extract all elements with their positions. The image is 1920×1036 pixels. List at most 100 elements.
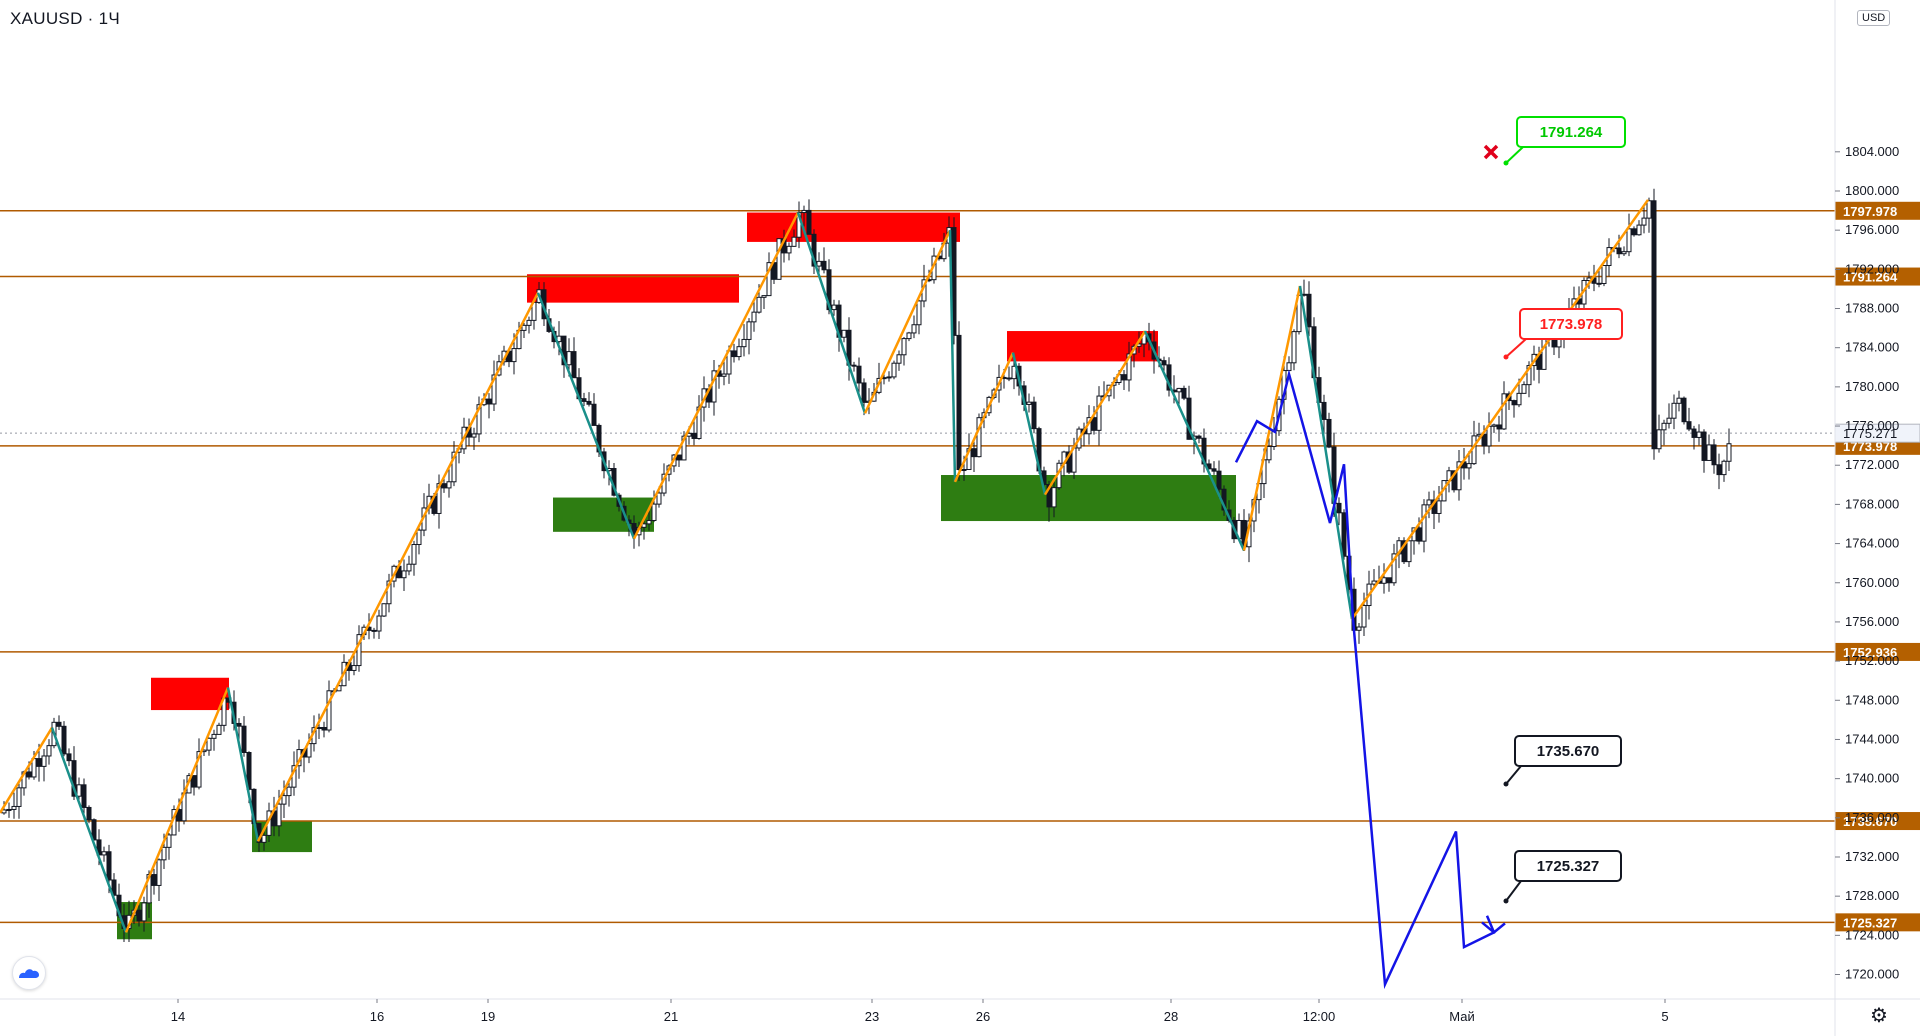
candle-body [156, 859, 162, 886]
candle-body [826, 269, 832, 311]
candle-body [1026, 401, 1032, 405]
annotation-box [1514, 735, 1622, 767]
candle-body [1691, 428, 1697, 438]
candle-body [401, 570, 407, 579]
candle-body [751, 311, 757, 323]
candle-body [76, 784, 82, 797]
candle-body [316, 726, 322, 729]
level-price-tag [1835, 913, 1920, 932]
swing-up-line [1350, 199, 1650, 620]
candle-body [11, 805, 17, 810]
candle-body [586, 400, 592, 405]
candle-body [1696, 431, 1702, 438]
supply-zone [151, 677, 229, 711]
candle-body [1666, 417, 1672, 424]
candle-body [1266, 446, 1272, 461]
candles [1, 188, 1732, 943]
candle-body [561, 335, 567, 366]
annotation-label: 1791.264 [1540, 124, 1603, 141]
settings-gear-icon[interactable]: ⚙ [1870, 1005, 1888, 1027]
level-price-tag [1835, 642, 1920, 661]
demand-zone [553, 497, 654, 532]
candle-body [1436, 500, 1442, 514]
price-tick-label: 1748.000 [1845, 692, 1899, 707]
candle-body [1426, 499, 1432, 506]
candle-body [276, 803, 282, 827]
candle-body [976, 417, 982, 458]
candle-body [1046, 483, 1052, 508]
candle-body [1626, 228, 1632, 253]
candle-body [1211, 468, 1217, 472]
candle-body [1601, 265, 1607, 285]
candle-body [1126, 353, 1132, 381]
candle-body [1006, 377, 1012, 380]
level-price-label: 1797.978 [1843, 204, 1897, 219]
annotation-label: 1725.327 [1537, 858, 1600, 875]
price-tick-label: 1800.000 [1845, 183, 1899, 198]
price-tick-label: 1720.000 [1845, 967, 1899, 982]
candle-body [486, 398, 492, 405]
symbol-label[interactable]: XAUUSD · 1Ч [10, 9, 121, 28]
candle-body [731, 350, 737, 358]
price-tick-label: 1728.000 [1845, 888, 1899, 903]
candle-body [1291, 331, 1297, 364]
candle-body [581, 398, 587, 402]
time-tick-label: Май [1449, 1009, 1474, 1024]
candle-body [1186, 397, 1192, 440]
candle-body [1631, 228, 1637, 236]
candle-body [1386, 577, 1392, 584]
candle-body [1596, 282, 1602, 285]
price-tick-label: 1752.000 [1845, 653, 1899, 668]
candle-body [91, 819, 97, 841]
candle-body [56, 721, 62, 727]
candle-body [1176, 387, 1182, 393]
candle-body [26, 771, 32, 778]
candle-body [891, 362, 897, 378]
time-tick-label: 14 [171, 1009, 185, 1024]
candle-body [211, 733, 217, 739]
candle-body [591, 403, 597, 426]
candle-body [1681, 397, 1687, 423]
candle-body [651, 503, 657, 521]
candle-body [241, 725, 247, 754]
candle-body [381, 603, 387, 617]
candle-body [1361, 605, 1367, 628]
projection-line [1234, 369, 1496, 990]
candle-body [1451, 470, 1457, 491]
swing-down-line [948, 230, 957, 482]
price-tick-label: 1732.000 [1845, 849, 1899, 864]
candle-body [1686, 421, 1692, 430]
demand-zone [941, 475, 1236, 522]
swing-up-line [1043, 330, 1147, 496]
candle-body [1401, 540, 1407, 563]
swing-down-line [536, 292, 636, 540]
candle-body [216, 724, 222, 735]
candle-body [1321, 401, 1327, 420]
candle-body [801, 209, 807, 214]
candle-body [681, 435, 687, 461]
supply-zone [527, 274, 739, 303]
candle-body [386, 580, 392, 605]
candle-body [641, 523, 647, 528]
level-price-label: 1735.670 [1843, 814, 1897, 829]
candle-body [1466, 463, 1472, 469]
candle-body [791, 236, 797, 247]
candle-body [286, 786, 292, 797]
candle-body [471, 433, 477, 438]
time-tick-label: 23 [865, 1009, 879, 1024]
candle-body [111, 879, 117, 896]
candle-body [236, 722, 242, 727]
currency-badge[interactable]: USD [1857, 10, 1891, 26]
candle-body [6, 808, 12, 811]
candle-body [281, 795, 287, 805]
logo-icon[interactable] [12, 956, 46, 990]
candle-body [1701, 431, 1707, 461]
candle-body [831, 304, 837, 311]
candle-body [1481, 433, 1487, 447]
price-tick-label: 1760.000 [1845, 575, 1899, 590]
candle-body [1521, 384, 1527, 394]
candle-body [1726, 443, 1732, 462]
candle-body [16, 787, 22, 807]
price-tick-label: 1796.000 [1845, 222, 1899, 237]
